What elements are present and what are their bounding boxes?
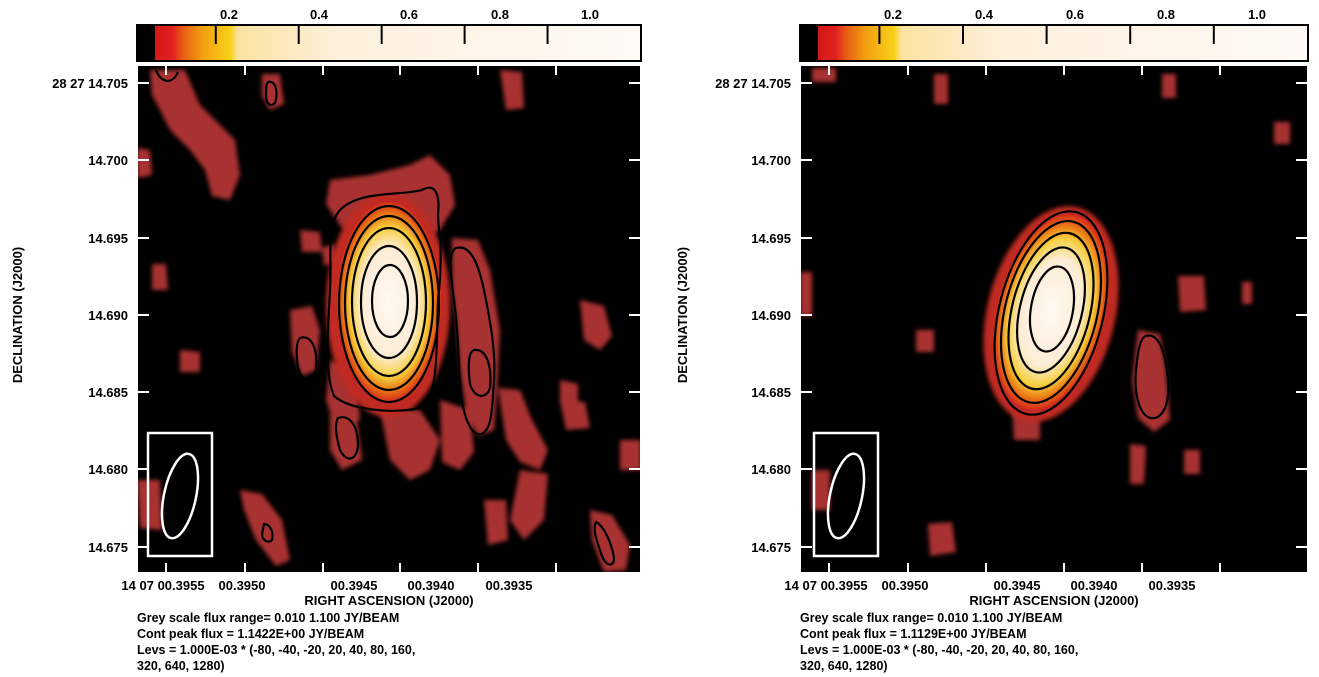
x-tick-label: 14 07 00.3955 <box>121 578 204 593</box>
x-tick-label: 00.3935 <box>486 578 533 593</box>
image-layer <box>800 68 1290 556</box>
y-tick-label: 14.700 <box>88 153 128 168</box>
levels-note: Levs = 1.000E-03 * (-80, -40, -20, 20, 4… <box>800 643 1078 657</box>
y-tick-label: 14.685 <box>751 385 791 400</box>
x-tick-label: 00.3945 <box>994 578 1041 593</box>
colorbar-tick-label: 0.6 <box>1066 7 1084 22</box>
colorbar-tick-label: 0.4 <box>975 7 994 22</box>
levels-note-continued: 320, 640, 1280) <box>800 659 888 673</box>
y-tick-label: 28 27 14.705 <box>715 76 791 91</box>
colorbar-ramp <box>136 24 642 62</box>
flux-range-note: Grey scale flux range= 0.010 1.100 JY/BE… <box>800 611 1062 625</box>
image-layer <box>137 69 641 572</box>
colorbar-tick-label: 1.0 <box>1248 7 1266 22</box>
y-tick-label: 14.695 <box>751 231 791 246</box>
y-tick-label: 14.700 <box>751 153 791 168</box>
peak-flux-note: Cont peak flux = 1.1129E+00 JY/BEAM <box>800 627 1027 641</box>
y-axis-title: DECLINATION (J2000) <box>10 247 25 383</box>
colorbar-tick-label: 0.2 <box>884 7 902 22</box>
x-tick-label: 00.3940 <box>1071 578 1118 593</box>
levels-note-continued: 320, 640, 1280) <box>137 659 225 673</box>
axis-ticks <box>800 65 1308 573</box>
y-tick-label: 14.680 <box>751 462 791 477</box>
flux-range-note: Grey scale flux range= 0.010 1.100 JY/BE… <box>137 611 399 625</box>
colorbar-tick-label: 0.4 <box>310 7 329 22</box>
y-axis-title: DECLINATION (J2000) <box>675 247 690 383</box>
y-tick-label: 14.675 <box>751 540 791 555</box>
y-tick-label: 14.695 <box>88 231 128 246</box>
colorbar-tick-label: 0.8 <box>1157 7 1175 22</box>
panel-left: 0.2 0.4 0.6 0.8 1.0 <box>10 7 642 673</box>
panel-right: 0.2 0.4 0.6 0.8 1.0 <box>675 7 1309 673</box>
x-tick-label: 00.3935 <box>1149 578 1196 593</box>
colorbar-ticks <box>878 25 1215 44</box>
levels-note: Levs = 1.000E-03 * (-80, -40, -20, 20, 4… <box>137 643 415 657</box>
y-tick-label: 14.680 <box>88 462 128 477</box>
y-tick-label: 28 27 14.705 <box>52 76 128 91</box>
plot-frame <box>799 64 1309 574</box>
plot-frame <box>136 64 642 574</box>
y-tick-label: 14.690 <box>751 308 791 323</box>
contour-lines <box>154 69 616 566</box>
colorbar-right: 0.2 0.4 0.6 0.8 1.0 <box>799 7 1309 62</box>
colorbar-tick-label: 0.6 <box>400 7 418 22</box>
y-tick-label: 14.675 <box>88 540 128 555</box>
x-tick-label: 00.3950 <box>219 578 266 593</box>
contour-lines <box>993 210 1170 420</box>
colorbar-ticks <box>214 25 549 44</box>
colorbar-tick-label: 0.2 <box>220 7 238 22</box>
beam-indicator <box>812 431 880 558</box>
peak-flux-note: Cont peak flux = 1.1422E+00 JY/BEAM <box>137 627 364 641</box>
x-tick-label: 00.3950 <box>882 578 929 593</box>
colorbar-left: 0.2 0.4 0.6 0.8 1.0 <box>136 7 642 62</box>
beam-indicator <box>146 431 214 558</box>
x-axis-title: RIGHT ASCENSION (J2000) <box>304 593 473 608</box>
colorbar-tick-label: 0.8 <box>491 7 509 22</box>
x-axis-title: RIGHT ASCENSION (J2000) <box>969 593 1138 608</box>
x-tick-label: 00.3940 <box>408 578 455 593</box>
colorbar-ramp <box>799 24 1309 62</box>
x-tick-label: 00.3945 <box>331 578 378 593</box>
colorbar-tick-label: 1.0 <box>581 7 599 22</box>
y-tick-label: 14.690 <box>88 308 128 323</box>
y-tick-label: 14.685 <box>88 385 128 400</box>
axis-ticks <box>137 65 641 573</box>
x-tick-label: 14 07 00.3955 <box>784 578 867 593</box>
